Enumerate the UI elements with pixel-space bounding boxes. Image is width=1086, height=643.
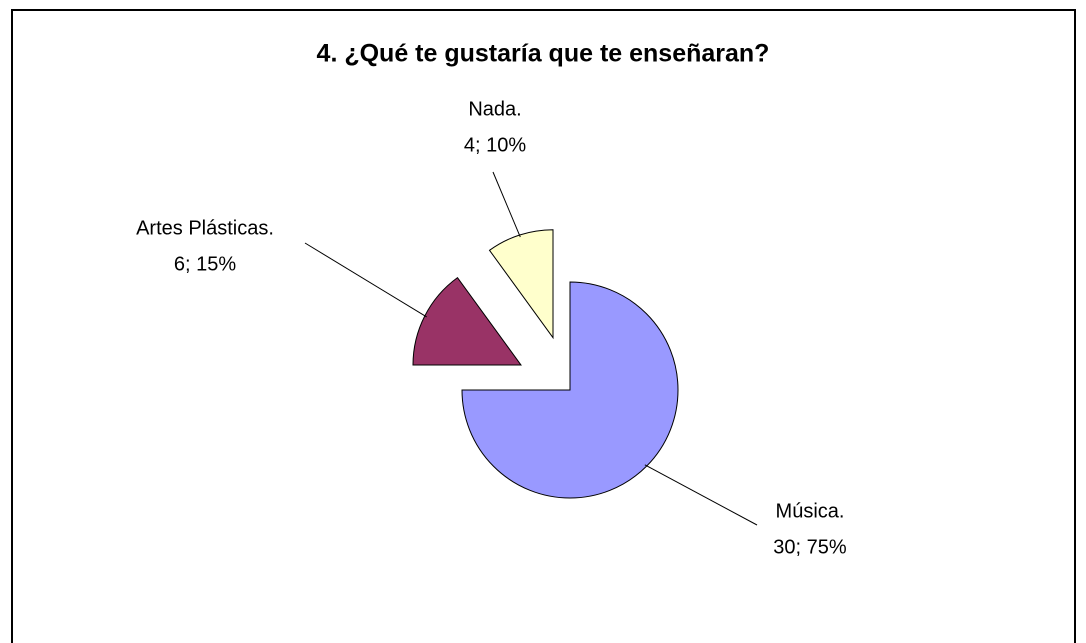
leader-line xyxy=(492,171,521,238)
chart-frame xyxy=(11,9,1076,643)
leader-line xyxy=(304,242,427,318)
leader-line xyxy=(644,464,758,526)
slice-label: Nada. xyxy=(468,98,521,120)
chart-title: 4. ¿Qué te gustaría que te enseñaran? xyxy=(317,40,770,68)
value-label: 30; 75% xyxy=(773,536,847,558)
slice-label: Artes Plásticas. xyxy=(136,217,274,239)
value-label: 4; 10% xyxy=(464,134,526,156)
slice-label: Música. xyxy=(776,500,845,522)
pie-slice xyxy=(461,281,679,499)
value-label: 6; 15% xyxy=(174,253,236,275)
